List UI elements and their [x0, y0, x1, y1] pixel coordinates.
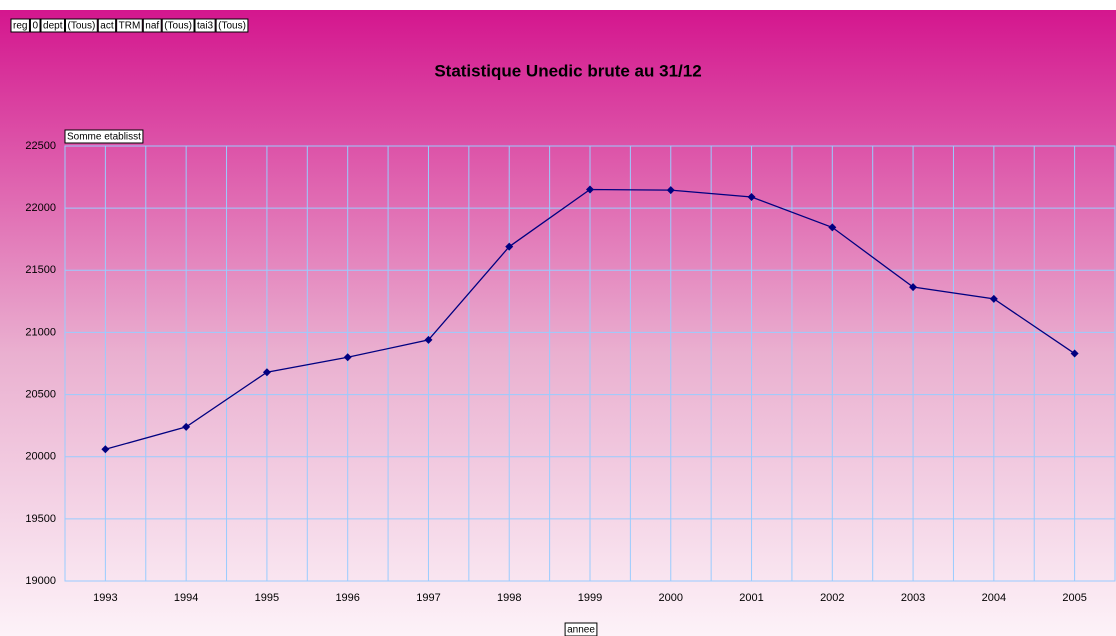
- filter-button-box[interactable]: [40, 18, 65, 33]
- data-point: [505, 242, 514, 251]
- x-tick-label: 2001: [739, 592, 763, 604]
- filter-button-box[interactable]: [215, 18, 249, 33]
- data-point: [101, 445, 110, 454]
- x-tick-label: 1996: [335, 592, 359, 604]
- filter-button[interactable]: act: [100, 21, 114, 32]
- filter-button-box[interactable]: [194, 18, 216, 33]
- filter-button-box[interactable]: [29, 18, 41, 33]
- x-tick-label: 2005: [1062, 592, 1086, 604]
- x-tick-label: 1993: [93, 592, 117, 604]
- y-tick-label: 19500: [25, 513, 56, 525]
- filter-button-box[interactable]: [161, 18, 195, 33]
- x-tick-label: 2002: [820, 592, 844, 604]
- x-tick-label: 1998: [497, 592, 521, 604]
- x-tick-label: 2000: [659, 592, 683, 604]
- y-tick-label: 20500: [25, 388, 56, 400]
- x-tick-label: 1997: [416, 592, 440, 604]
- x-field-button[interactable]: annee: [567, 625, 595, 636]
- filter-button[interactable]: naf: [145, 21, 159, 32]
- y-tick-label: 21000: [25, 326, 56, 338]
- data-point: [909, 283, 918, 292]
- filter-button[interactable]: TRM: [119, 21, 141, 32]
- x-tick-label: 1995: [255, 592, 279, 604]
- filter-button-box[interactable]: [142, 18, 162, 33]
- data-point: [182, 422, 191, 431]
- x-field-button-box[interactable]: [564, 622, 598, 636]
- chart-title: Statistique Unedic brute au 31/12: [434, 61, 701, 80]
- y-tick-label: 22500: [25, 140, 56, 152]
- filter-button[interactable]: dept: [43, 21, 63, 32]
- x-tick-label: 1994: [174, 592, 198, 604]
- data-point: [1070, 349, 1079, 358]
- y-tick-label: 19000: [25, 575, 56, 587]
- x-tick-label: 2004: [982, 592, 1006, 604]
- filter-button[interactable]: (Tous): [218, 21, 246, 32]
- data-point: [586, 185, 594, 194]
- filter-button[interactable]: tai3: [197, 21, 214, 32]
- y-tick-label: 21500: [25, 264, 56, 276]
- data-point: [262, 368, 271, 377]
- data-point: [747, 192, 756, 201]
- data-point: [343, 353, 352, 362]
- data-point: [666, 186, 675, 195]
- filter-button-box[interactable]: [116, 18, 143, 33]
- data-point: [828, 223, 837, 232]
- y-field-button-box[interactable]: [64, 129, 144, 144]
- data-point: [424, 335, 433, 344]
- y-tick-label: 20000: [25, 451, 56, 463]
- y-tick-label: 22000: [25, 202, 56, 214]
- x-tick-label: 1999: [578, 592, 602, 604]
- filter-button[interactable]: 0: [32, 21, 38, 32]
- data-point: [989, 294, 998, 303]
- filter-button[interactable]: (Tous): [67, 21, 95, 32]
- filter-button-box[interactable]: [97, 18, 117, 33]
- filter-button-box[interactable]: [10, 18, 30, 33]
- filter-button-box[interactable]: [64, 18, 98, 33]
- x-tick-label: 2003: [901, 592, 925, 604]
- filter-button[interactable]: reg: [13, 21, 27, 32]
- chart-background: [0, 10, 1116, 636]
- filter-button[interactable]: (Tous): [164, 21, 192, 32]
- y-field-button[interactable]: Somme etablisst: [67, 132, 141, 143]
